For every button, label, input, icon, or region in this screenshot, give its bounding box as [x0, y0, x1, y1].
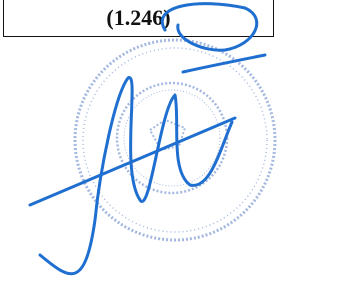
signature	[30, 4, 265, 274]
stamp	[75, 40, 275, 240]
stamp-and-signature	[0, 0, 358, 302]
page: (1.246) (() => { const data = JSON.parse…	[0, 0, 358, 302]
